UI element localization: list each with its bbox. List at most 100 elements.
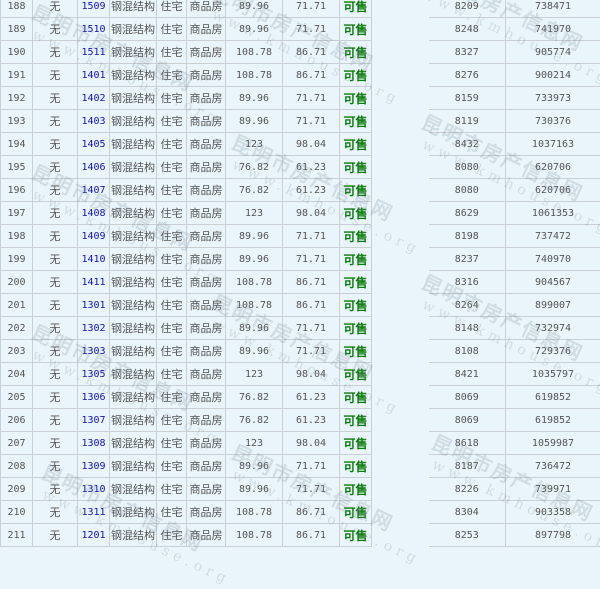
sale-status: 可售	[340, 478, 372, 501]
inner-area: 71.71	[283, 225, 340, 248]
built-area: 108.78	[226, 41, 283, 64]
usage: 住宅	[157, 202, 187, 225]
usage: 住宅	[157, 225, 187, 248]
total-price: 903358	[506, 501, 600, 524]
row-index: 188	[1, 0, 33, 18]
total-price: 736472	[506, 455, 600, 478]
room-number[interactable]: 1510	[78, 18, 110, 41]
room-number[interactable]: 1306	[78, 386, 110, 409]
room-number[interactable]: 1511	[78, 41, 110, 64]
room-number[interactable]: 1406	[78, 156, 110, 179]
house-type: 商品房	[187, 133, 226, 156]
room-number[interactable]: 1411	[78, 271, 110, 294]
unit-price: 8237	[429, 248, 506, 271]
floor-note: 无	[33, 179, 78, 202]
built-area: 89.96	[226, 225, 283, 248]
blank-cell	[372, 271, 429, 294]
total-price: 620706	[506, 156, 600, 179]
structure: 钢混结构	[110, 248, 157, 271]
structure: 钢混结构	[110, 18, 157, 41]
room-number[interactable]: 1305	[78, 363, 110, 386]
house-type: 商品房	[187, 41, 226, 64]
usage: 住宅	[157, 0, 187, 18]
structure: 钢混结构	[110, 317, 157, 340]
blank-cell	[372, 478, 429, 501]
sale-status: 可售	[340, 156, 372, 179]
row-index: 199	[1, 248, 33, 271]
total-price: 733973	[506, 87, 600, 110]
blank-cell	[372, 202, 429, 225]
room-number[interactable]: 1401	[78, 64, 110, 87]
unit-price: 8209	[429, 0, 506, 18]
sale-status: 可售	[340, 317, 372, 340]
built-area: 89.96	[226, 0, 283, 18]
room-number[interactable]: 1307	[78, 409, 110, 432]
floor-note: 无	[33, 409, 78, 432]
room-number[interactable]: 1409	[78, 225, 110, 248]
room-number[interactable]: 1408	[78, 202, 110, 225]
usage: 住宅	[157, 317, 187, 340]
unit-price: 8226	[429, 478, 506, 501]
structure: 钢混结构	[110, 432, 157, 455]
structure: 钢混结构	[110, 271, 157, 294]
total-price: 738471	[506, 0, 600, 18]
blank-cell	[372, 317, 429, 340]
room-number[interactable]: 1301	[78, 294, 110, 317]
room-number[interactable]: 1403	[78, 110, 110, 133]
room-number[interactable]: 1402	[78, 87, 110, 110]
house-type: 商品房	[187, 0, 226, 18]
unit-price: 8108	[429, 340, 506, 363]
row-index: 209	[1, 478, 33, 501]
structure: 钢混结构	[110, 501, 157, 524]
inner-area: 71.71	[283, 0, 340, 18]
room-number[interactable]: 1311	[78, 501, 110, 524]
house-type: 商品房	[187, 340, 226, 363]
floor-note: 无	[33, 133, 78, 156]
usage: 住宅	[157, 501, 187, 524]
house-type: 商品房	[187, 524, 226, 547]
room-number[interactable]: 1303	[78, 340, 110, 363]
room-number[interactable]: 1405	[78, 133, 110, 156]
total-price: 739971	[506, 478, 600, 501]
usage: 住宅	[157, 340, 187, 363]
room-number[interactable]: 1509	[78, 0, 110, 18]
room-number[interactable]: 1310	[78, 478, 110, 501]
blank-cell	[372, 179, 429, 202]
blank-cell	[372, 455, 429, 478]
house-type: 商品房	[187, 179, 226, 202]
built-area: 123	[226, 363, 283, 386]
house-type: 商品房	[187, 202, 226, 225]
room-number[interactable]: 1309	[78, 455, 110, 478]
unit-price: 8248	[429, 18, 506, 41]
built-area: 76.82	[226, 179, 283, 202]
usage: 住宅	[157, 41, 187, 64]
unit-price: 8187	[429, 455, 506, 478]
room-number[interactable]: 1302	[78, 317, 110, 340]
floor-note: 无	[33, 524, 78, 547]
usage: 住宅	[157, 110, 187, 133]
floor-note: 无	[33, 432, 78, 455]
house-type: 商品房	[187, 455, 226, 478]
blank-cell	[372, 133, 429, 156]
structure: 钢混结构	[110, 133, 157, 156]
room-number[interactable]: 1308	[78, 432, 110, 455]
blank-cell	[372, 41, 429, 64]
usage: 住宅	[157, 64, 187, 87]
house-type: 商品房	[187, 386, 226, 409]
room-number[interactable]: 1410	[78, 248, 110, 271]
room-number[interactable]: 1201	[78, 524, 110, 547]
house-type: 商品房	[187, 432, 226, 455]
row-index: 192	[1, 87, 33, 110]
room-number[interactable]: 1407	[78, 179, 110, 202]
inner-area: 98.04	[283, 133, 340, 156]
